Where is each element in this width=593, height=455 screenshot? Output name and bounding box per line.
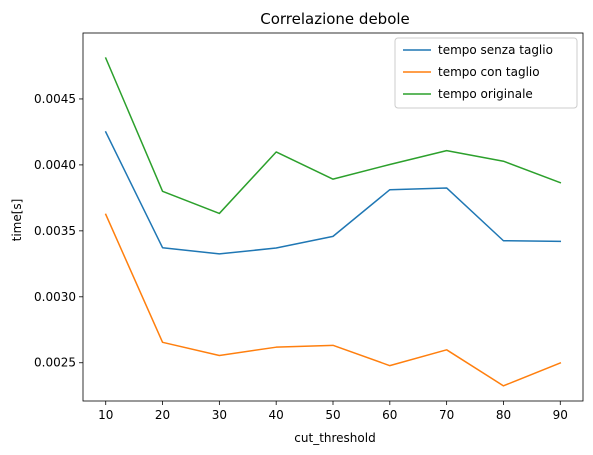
- x-tick-label: 30: [212, 408, 227, 422]
- axes: 10 20 30 40 50 60 70 80 90 0.0025 0.0030 0.0035 0.00…: [34, 32, 584, 422]
- legend: tempo senza taglio tempo con taglio tempo …: [394, 37, 578, 109]
- x-axis-label: cut_threshold: [294, 431, 375, 445]
- legend-box: [394, 37, 578, 109]
- y-tick-label: 0.0025: [34, 356, 76, 370]
- y-tick-label: 0.0040: [34, 158, 76, 172]
- series-line-1: [104, 213, 562, 387]
- y-tick-label: 0.0030: [34, 290, 76, 304]
- x-tick-label: 90: [553, 408, 568, 422]
- x-tick-label: 10: [98, 408, 113, 422]
- x-tick-label: 20: [155, 408, 170, 422]
- series-line-2: [104, 57, 562, 215]
- y-tick-label: 0.0045: [34, 92, 76, 106]
- x-tick-label: 70: [439, 408, 454, 422]
- legend-label-1: tempo con taglio: [438, 65, 540, 79]
- x-tick-label: 50: [325, 408, 340, 422]
- x-tick-label: 40: [269, 408, 284, 422]
- chart-title: Correlazione debole: [260, 10, 410, 28]
- legend-label-2: tempo originale: [438, 87, 533, 101]
- x-tick-label: 60: [382, 408, 397, 422]
- legend-label-0: tempo senza taglio: [438, 43, 553, 57]
- series-lines: [104, 57, 562, 387]
- series-line-0: [104, 130, 562, 255]
- y-tick-label: 0.0035: [34, 224, 76, 238]
- y-axis-label: time[s]: [10, 199, 24, 242]
- x-tick-label: 80: [496, 408, 511, 422]
